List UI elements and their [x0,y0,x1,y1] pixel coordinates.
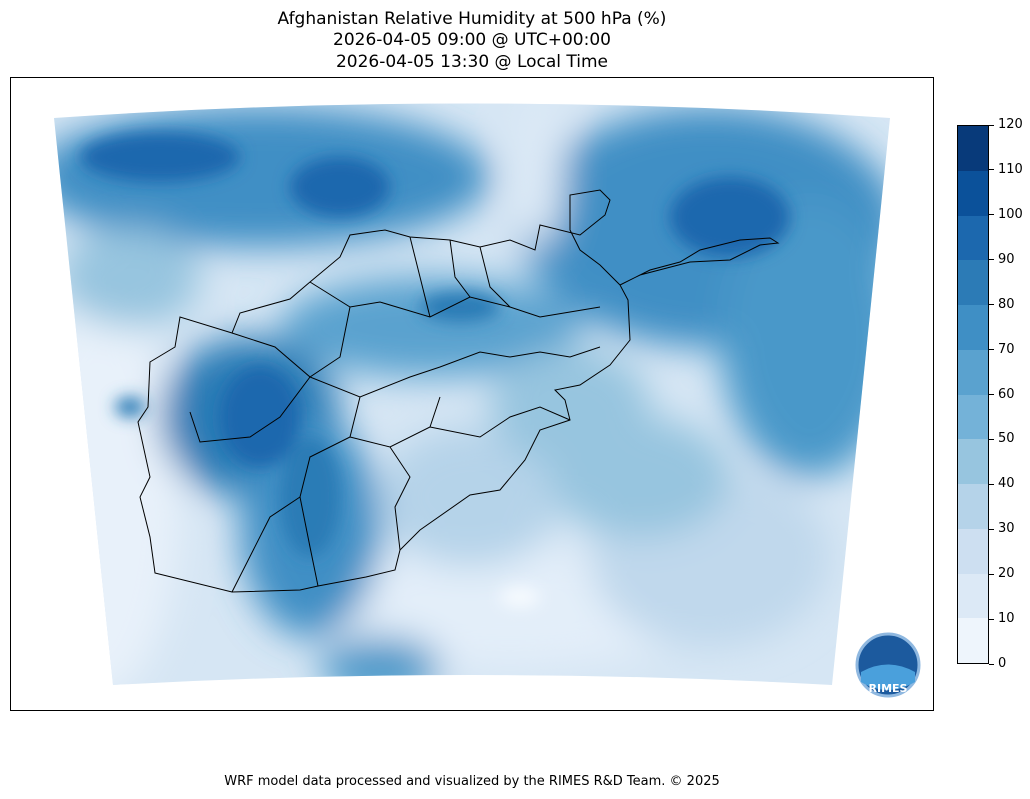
colorbar-bin [958,260,988,305]
colorbar-bin [958,215,988,261]
colorbar-bin [958,394,988,440]
colorbar-tick: 120 [989,118,1023,132]
colorbar-bin [958,618,988,663]
utc-time: 2026-04-05 09:00 @ UTC+00:00 [333,30,611,50]
local-time: 2026-04-05 13:30 @ Local Time [335,52,609,72]
colorbar-bin [958,170,988,216]
logo: RIMES [855,632,921,698]
colorbar-tick: 50 [989,432,1015,446]
humidity-field [54,103,890,685]
colorbar-tick: 40 [989,477,1015,491]
colorbar-bin [958,126,988,171]
map-frame [10,77,934,711]
afghanistan-boundary [137,189,780,593]
colorbar-tick: 20 [989,567,1015,581]
colorbar-bin [958,349,988,395]
colorbar-bin [958,573,988,619]
colorbar-tick: 30 [989,522,1015,536]
humidity-map: RIMES [54,103,921,698]
colorbar [957,125,989,664]
colorbar-tick: 90 [989,252,1015,267]
colorbar-tick: 70 [989,342,1015,357]
colorbar-tick: 0 [989,657,1006,671]
colorbar-bin [958,484,988,529]
map-title: Afghanistan Relative Humidity at 500 hPa… [277,9,667,29]
colorbar-bin [958,528,988,574]
colorbar-tick: 100 [989,207,1023,222]
colorbar-bin [958,305,988,350]
footer-credit: WRF model data processed and visualized … [224,774,720,789]
colorbar-tick: 110 [989,162,1023,177]
colorbar-bin [958,439,988,484]
colorbar-tick: 10 [989,612,1015,626]
svg-text:RIMES: RIMES [869,682,908,695]
colorbar-tick: 60 [989,387,1015,402]
colorbar-tick: 80 [989,297,1015,312]
